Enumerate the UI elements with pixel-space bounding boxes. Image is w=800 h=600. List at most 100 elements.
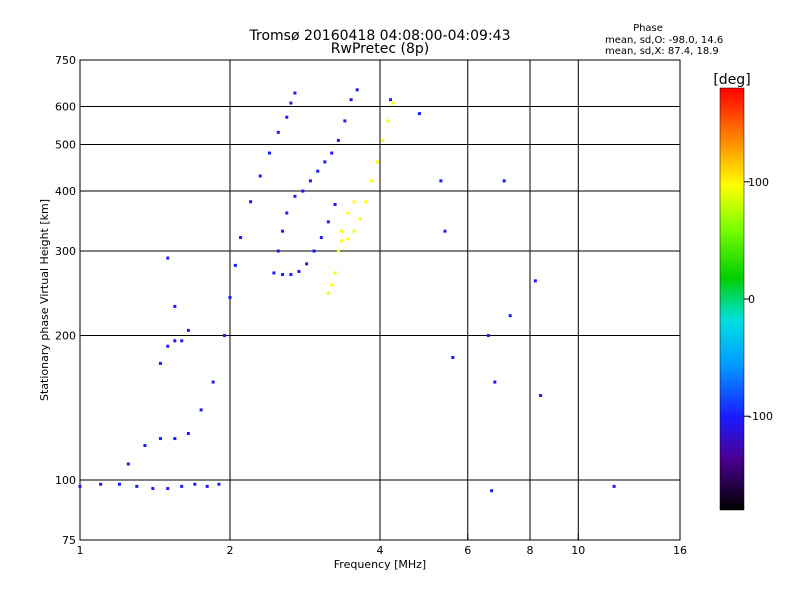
echo-point [312, 249, 316, 253]
echo-point [364, 200, 368, 204]
echo-point [126, 462, 130, 466]
echo-point [493, 380, 497, 384]
x-tick-label: 16 [673, 544, 687, 557]
colorbar-unit-label: [deg] [713, 72, 750, 88]
echo-point [486, 334, 490, 338]
echo-point [612, 484, 616, 488]
echo-point [285, 211, 289, 215]
plot-area: 1 2 4 6 8 10 16 75 100 200 300 400 500 600 750 [55, 54, 687, 557]
echo-point [78, 484, 82, 488]
echo-point [293, 194, 297, 198]
y-tick-label: 400 [55, 185, 76, 198]
echo-point [333, 202, 337, 206]
echo-point [281, 273, 285, 277]
echo-point [323, 160, 327, 164]
echo-point [346, 237, 350, 241]
echo-point [180, 484, 184, 488]
echo-point [352, 229, 356, 233]
echo-point [443, 229, 447, 233]
echo-point [293, 91, 297, 95]
echo-point [158, 361, 162, 365]
echo-point [173, 437, 177, 441]
echo-point [99, 482, 103, 486]
echo-point [173, 339, 177, 343]
echo-point [381, 138, 385, 142]
colorbar-tick-label: -100 [748, 410, 773, 423]
echo-point [143, 444, 147, 448]
echo-point [340, 239, 344, 243]
y-tick-label: 200 [55, 330, 76, 343]
echo-point [267, 151, 271, 155]
phase-title: Phase [633, 23, 663, 34]
echo-point [358, 217, 362, 221]
x-tick-label: 2 [227, 544, 234, 557]
echo-point [386, 119, 390, 123]
colorbar-tick-label: 100 [748, 176, 769, 189]
echo-point [180, 339, 184, 343]
colorbar-gradient [719, 87, 745, 511]
echo-point [389, 98, 393, 102]
y-axis-label: Stationary phase Virtual Height [km] [38, 199, 51, 401]
echo-point [370, 179, 374, 183]
echo-point [217, 482, 221, 486]
echo-point [239, 236, 243, 240]
y-tick-label: 750 [55, 54, 76, 67]
echo-point [258, 174, 262, 178]
echo-point [375, 160, 379, 164]
echo-point [533, 279, 537, 283]
echo-point [355, 88, 359, 92]
echo-point [340, 229, 344, 233]
echo-point [330, 151, 334, 155]
echo-point [336, 249, 340, 253]
plot-title-line1: Tromsø 20160418 04:08:00-04:09:43 [249, 28, 511, 44]
echo-point [199, 408, 203, 412]
echo-point [186, 432, 190, 436]
echo-point [166, 487, 170, 491]
echo-point [451, 355, 455, 359]
x-axis-label: Frequency [MHz] [334, 558, 426, 571]
echo-point [391, 101, 395, 105]
echo-point [186, 328, 190, 332]
echo-point [316, 169, 320, 173]
echo-point [285, 115, 289, 119]
echo-point [193, 482, 197, 486]
echo-point [276, 130, 280, 134]
echo-point [349, 98, 353, 102]
echo-points [78, 88, 616, 493]
echo-point [272, 271, 276, 275]
echo-point [117, 482, 121, 486]
grid-lines [80, 60, 680, 540]
echo-point [297, 269, 301, 273]
x-tick-label: 1 [77, 544, 84, 557]
echo-point [490, 489, 494, 493]
echo-point [336, 138, 340, 142]
echo-point [343, 119, 347, 123]
echo-point [301, 189, 305, 193]
y-tick-label: 75 [62, 534, 76, 547]
colorbar-tick-label: 0 [748, 293, 755, 306]
echo-point [281, 229, 285, 233]
echo-point [326, 291, 330, 295]
echo-point [502, 179, 506, 183]
echo-point [508, 314, 512, 318]
x-tick-label: 6 [464, 544, 471, 557]
y-axis-ticks: 75 100 200 300 400 500 600 750 [55, 54, 86, 547]
echo-point [151, 487, 155, 491]
echo-point [166, 256, 170, 260]
echo-point [173, 304, 177, 308]
x-tick-label: 10 [571, 544, 585, 557]
echo-point [439, 179, 443, 183]
phase-o-stats: mean, sd,O: -98.0, 14.6 [605, 35, 723, 46]
echo-point [346, 211, 350, 215]
echo-point [352, 200, 356, 204]
echo-point [305, 262, 309, 266]
echo-point [308, 179, 312, 183]
echo-point [158, 437, 162, 441]
echo-point [417, 112, 421, 116]
x-tick-label: 8 [527, 544, 534, 557]
echo-point [249, 200, 253, 204]
colorbar-ticks: 100 0 -100 [744, 176, 773, 423]
y-tick-label: 600 [55, 101, 76, 114]
echo-point [228, 296, 232, 300]
